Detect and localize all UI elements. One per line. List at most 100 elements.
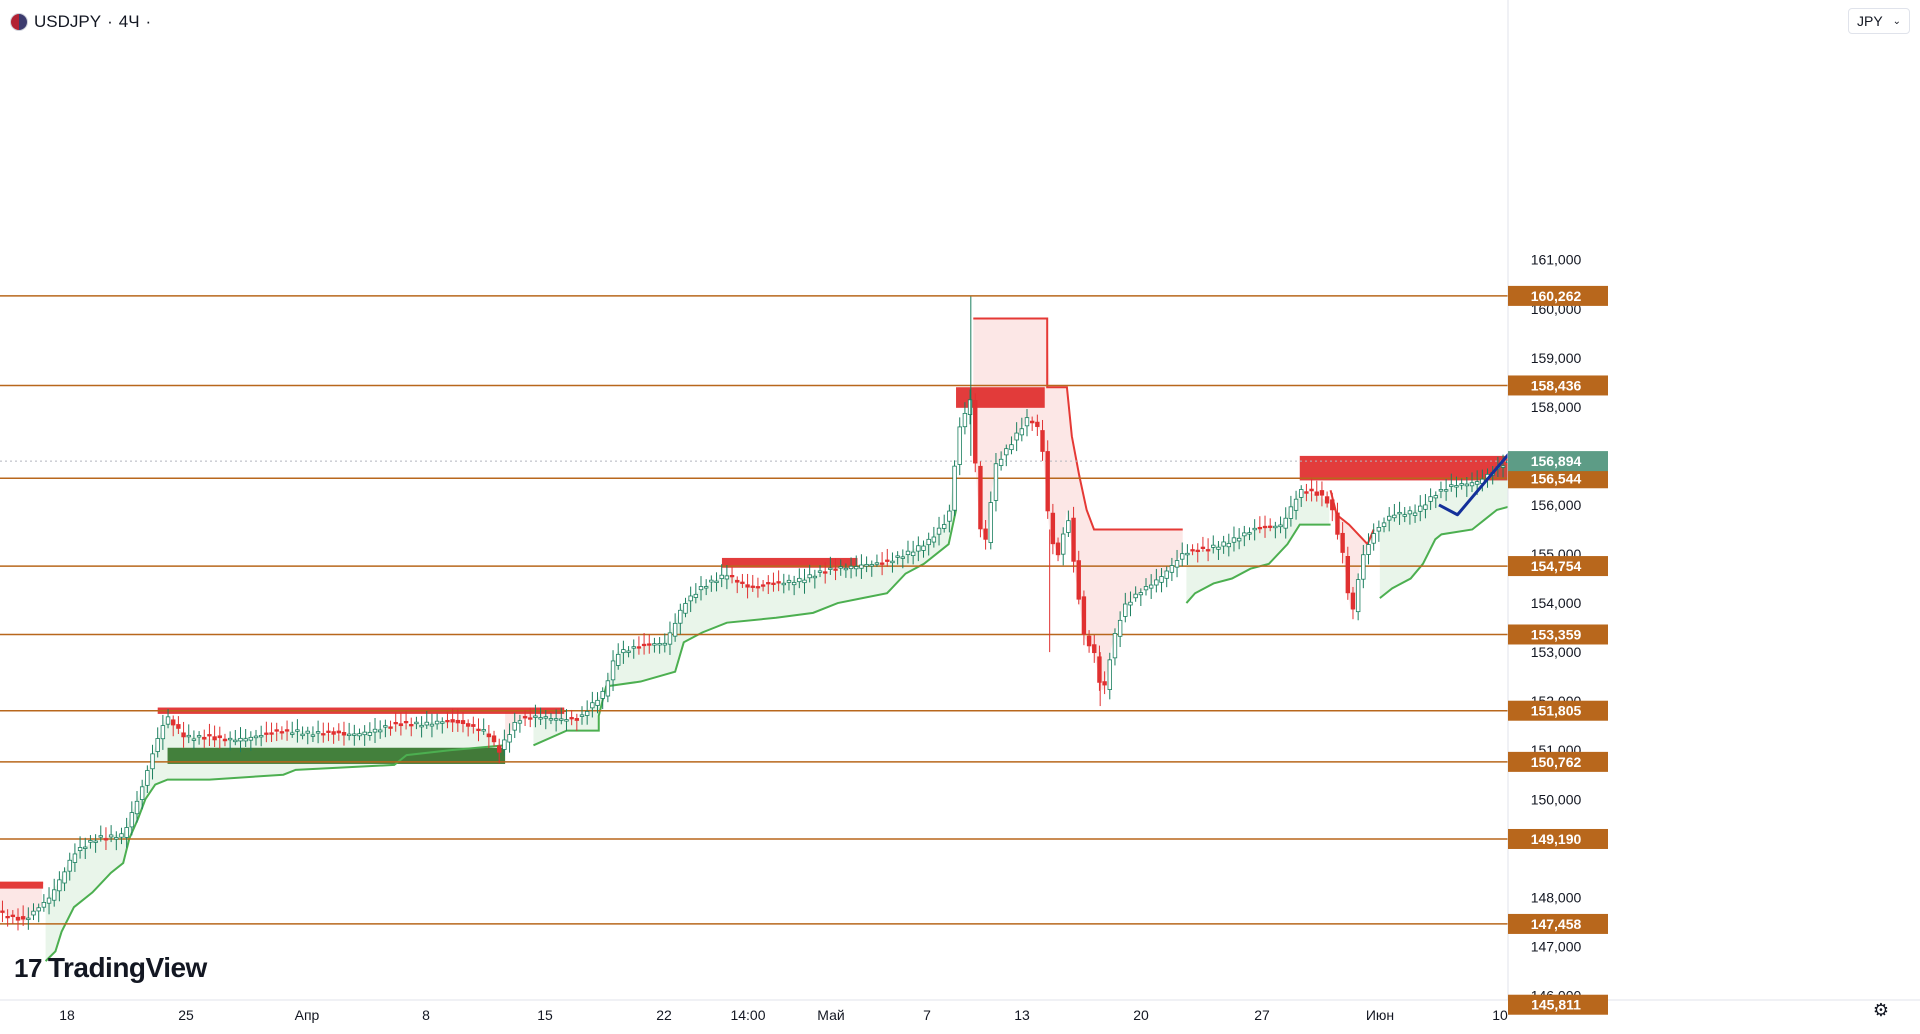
candle-body bbox=[817, 570, 823, 573]
candle-body bbox=[145, 770, 150, 786]
candle-body bbox=[377, 729, 383, 733]
candle-body bbox=[522, 716, 528, 719]
chevron-down-icon: ⌄ bbox=[1892, 15, 1901, 27]
y-tick-label: 147,000 bbox=[1531, 938, 1582, 954]
y-tick-label: 150,000 bbox=[1531, 791, 1582, 807]
trail-line-green bbox=[533, 509, 958, 747]
candle-body bbox=[569, 717, 574, 720]
y-tick-label: 161,000 bbox=[1531, 252, 1582, 268]
candle-body bbox=[0, 910, 5, 913]
candle-body bbox=[139, 786, 145, 800]
candle-body bbox=[1335, 512, 1340, 535]
candle-body bbox=[854, 566, 859, 570]
candle-body bbox=[93, 840, 98, 843]
candle-body bbox=[797, 577, 802, 583]
candle-body bbox=[1376, 526, 1382, 532]
trail-fill-green bbox=[533, 464, 955, 746]
gear-icon[interactable]: ⚙ bbox=[1872, 999, 1890, 1020]
candle-body bbox=[1035, 421, 1040, 427]
candle-body bbox=[740, 581, 745, 584]
candle-body bbox=[1143, 586, 1149, 591]
candle-body bbox=[1500, 465, 1506, 468]
candle-body bbox=[543, 716, 548, 719]
x-tick-label: 10 bbox=[1492, 1007, 1508, 1023]
candle-body bbox=[729, 574, 735, 578]
candle-body bbox=[476, 728, 481, 732]
separator: · bbox=[107, 12, 113, 31]
candle-body bbox=[724, 575, 730, 580]
zone-red bbox=[956, 387, 1045, 408]
candle-body bbox=[936, 527, 942, 535]
candle-body bbox=[471, 724, 476, 727]
candle-body bbox=[517, 720, 523, 724]
candle-body bbox=[864, 564, 869, 567]
candle-body bbox=[698, 586, 704, 591]
candle-body bbox=[791, 582, 797, 586]
candle-body bbox=[274, 729, 279, 732]
candle-body bbox=[31, 910, 36, 916]
candle-body bbox=[507, 734, 512, 743]
candle-body bbox=[631, 646, 636, 649]
candle-body bbox=[202, 736, 207, 740]
candle-body bbox=[196, 735, 202, 738]
candle-body bbox=[786, 579, 792, 583]
axis-level-label: 158,436 bbox=[1531, 377, 1582, 393]
candle-body bbox=[1252, 527, 1257, 531]
candle-body bbox=[750, 585, 755, 588]
trail-line-red bbox=[973, 317, 1183, 531]
candle-body bbox=[1267, 525, 1273, 528]
trail-line-green bbox=[1185, 523, 1331, 604]
candle-body bbox=[600, 690, 605, 699]
candle-body bbox=[1340, 532, 1345, 553]
candle-body bbox=[62, 871, 67, 884]
candle-body bbox=[926, 538, 931, 546]
candle-body bbox=[895, 555, 900, 558]
candle-body bbox=[108, 834, 114, 838]
candle-body bbox=[315, 731, 321, 734]
axis-level-label-bg bbox=[1508, 828, 1608, 849]
candle-body bbox=[1004, 448, 1009, 456]
axis-level-label-bg bbox=[1508, 375, 1608, 396]
candle-body bbox=[973, 400, 978, 464]
candle-body bbox=[1293, 498, 1299, 511]
candle-body bbox=[1345, 556, 1351, 594]
candle-body bbox=[414, 721, 419, 725]
candle-body bbox=[993, 463, 999, 501]
candle-body bbox=[703, 586, 709, 589]
axis-level-label: 151,805 bbox=[1531, 703, 1582, 719]
candle-body bbox=[398, 723, 404, 727]
candle-body bbox=[403, 720, 409, 724]
trail-fill-green bbox=[45, 715, 504, 962]
candle-body bbox=[647, 643, 652, 646]
candle-body bbox=[227, 737, 233, 741]
candle-body bbox=[693, 593, 699, 598]
candle-body bbox=[947, 510, 952, 522]
currency-selector-button[interactable]: JPY ⌄ bbox=[1848, 8, 1910, 34]
candle-body bbox=[434, 720, 440, 725]
candle-body bbox=[1381, 522, 1387, 527]
candle-body bbox=[1355, 579, 1361, 613]
candle-body bbox=[1418, 505, 1423, 512]
axis-level-label-bg bbox=[1508, 700, 1608, 721]
candle-body bbox=[672, 622, 678, 637]
candle-body bbox=[636, 646, 642, 649]
x-tick-label: 8 bbox=[422, 1007, 430, 1023]
candle-body bbox=[1071, 517, 1076, 562]
candle-body bbox=[621, 649, 626, 654]
candle-body bbox=[238, 737, 243, 742]
candle-body bbox=[957, 426, 962, 465]
current-price-label: 156,894 bbox=[1531, 453, 1582, 469]
y-tick-label: 148,000 bbox=[1531, 889, 1582, 905]
candle-body bbox=[52, 889, 57, 901]
axis-level-label-bg bbox=[1508, 624, 1608, 645]
candle-body bbox=[150, 753, 155, 770]
candle-body bbox=[103, 838, 109, 841]
candle-body bbox=[1216, 546, 1221, 550]
symbol-header[interactable]: USDJPY · 4Ч · bbox=[10, 10, 151, 34]
candle-body bbox=[662, 642, 667, 646]
price-axis-bg bbox=[1508, 0, 1920, 1029]
candle-body bbox=[455, 719, 461, 724]
axis-level-label-bg bbox=[1508, 556, 1608, 577]
